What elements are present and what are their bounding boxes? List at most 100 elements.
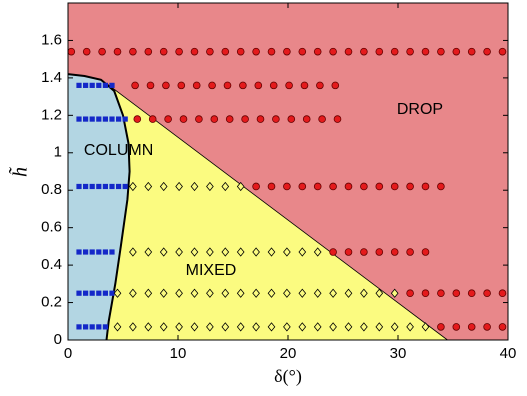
point-square — [83, 324, 89, 330]
y-axis-label: h̃ — [8, 167, 32, 177]
point-diamond — [206, 247, 214, 257]
point-circle — [254, 81, 263, 90]
point-circle — [406, 289, 414, 297]
point-square — [96, 249, 102, 255]
point-diamond — [190, 181, 199, 192]
point-square — [89, 116, 95, 122]
point-diamond — [375, 322, 384, 332]
y-tick-label: 1.2 — [41, 106, 62, 123]
y-tick-label: 1.6 — [41, 31, 62, 48]
point-square — [83, 249, 89, 255]
point-circle — [236, 47, 245, 56]
point-square — [96, 324, 102, 330]
point-square — [109, 290, 115, 296]
point-square — [76, 290, 82, 296]
point-circle — [159, 47, 168, 56]
point-diamond — [206, 288, 214, 298]
point-square — [96, 116, 102, 122]
point-circle — [437, 289, 445, 297]
point-circle — [421, 182, 430, 191]
point-diamond — [144, 288, 153, 298]
point-circle — [390, 47, 399, 56]
point-square — [116, 116, 122, 122]
y-tick-label: 1.4 — [41, 69, 62, 86]
point-circle — [318, 115, 326, 123]
point-square — [109, 183, 115, 190]
point-diamond — [221, 181, 230, 192]
point-square — [76, 116, 82, 122]
point-circle — [283, 47, 291, 56]
point-circle — [131, 81, 139, 90]
region-label: COLUMN — [84, 142, 153, 159]
point-diamond — [159, 288, 168, 298]
region-column — [68, 74, 130, 341]
point-circle — [313, 47, 322, 56]
point-circle — [406, 47, 414, 56]
point-diamond — [144, 322, 153, 332]
point-diamond — [390, 288, 399, 298]
point-diamond — [113, 322, 122, 332]
point-circle — [467, 47, 476, 56]
x-axis-label: δ(°) — [274, 366, 302, 387]
point-square — [102, 82, 108, 88]
x-tick-label: 0 — [64, 345, 72, 362]
point-square — [76, 82, 82, 88]
point-circle — [162, 81, 170, 90]
point-circle — [179, 115, 188, 123]
point-circle — [148, 115, 157, 123]
point-circle — [498, 289, 507, 297]
point-square — [89, 324, 95, 330]
point-circle — [146, 81, 155, 90]
point-circle — [498, 323, 507, 331]
point-square — [116, 183, 122, 190]
point-circle — [344, 47, 353, 56]
point-diamond — [344, 288, 353, 298]
point-diamond — [252, 288, 260, 298]
point-circle — [82, 47, 91, 56]
point-circle — [421, 47, 430, 56]
point-diamond — [236, 247, 245, 257]
point-diamond — [252, 247, 260, 257]
point-circle — [483, 289, 491, 297]
point-circle — [437, 182, 445, 191]
point-diamond — [159, 247, 168, 257]
point-diamond — [144, 181, 153, 192]
point-diamond — [313, 288, 322, 298]
point-circle — [375, 47, 384, 56]
boundary-line — [67, 73, 131, 341]
x-tick-label: 30 — [390, 345, 407, 362]
point-diamond — [129, 181, 137, 192]
point-square — [102, 116, 108, 122]
point-square — [89, 82, 95, 88]
point-circle — [256, 115, 265, 123]
point-circle — [272, 115, 280, 123]
point-diamond — [329, 288, 337, 298]
point-circle — [344, 182, 353, 191]
point-diamond — [313, 247, 322, 257]
point-circle — [467, 289, 476, 297]
point-square — [109, 249, 115, 255]
point-circle — [390, 182, 399, 191]
point-circle — [223, 81, 232, 90]
point-circle — [206, 47, 214, 56]
point-circle — [483, 323, 491, 331]
point-circle — [375, 248, 384, 256]
point-diamond — [390, 322, 399, 332]
point-square — [89, 290, 95, 296]
point-diamond — [344, 322, 353, 332]
point-diamond — [298, 288, 307, 298]
point-circle — [313, 182, 322, 191]
point-circle — [437, 47, 445, 56]
x-tick-label: 20 — [280, 345, 297, 362]
point-circle — [298, 182, 307, 191]
point-square — [102, 324, 108, 330]
point-circle — [498, 47, 507, 56]
point-square — [122, 183, 128, 190]
point-square — [96, 183, 102, 190]
point-diamond — [406, 322, 414, 332]
point-diamond — [175, 322, 183, 332]
point-diamond — [175, 181, 183, 192]
point-diamond — [283, 288, 291, 298]
point-circle — [164, 115, 172, 123]
